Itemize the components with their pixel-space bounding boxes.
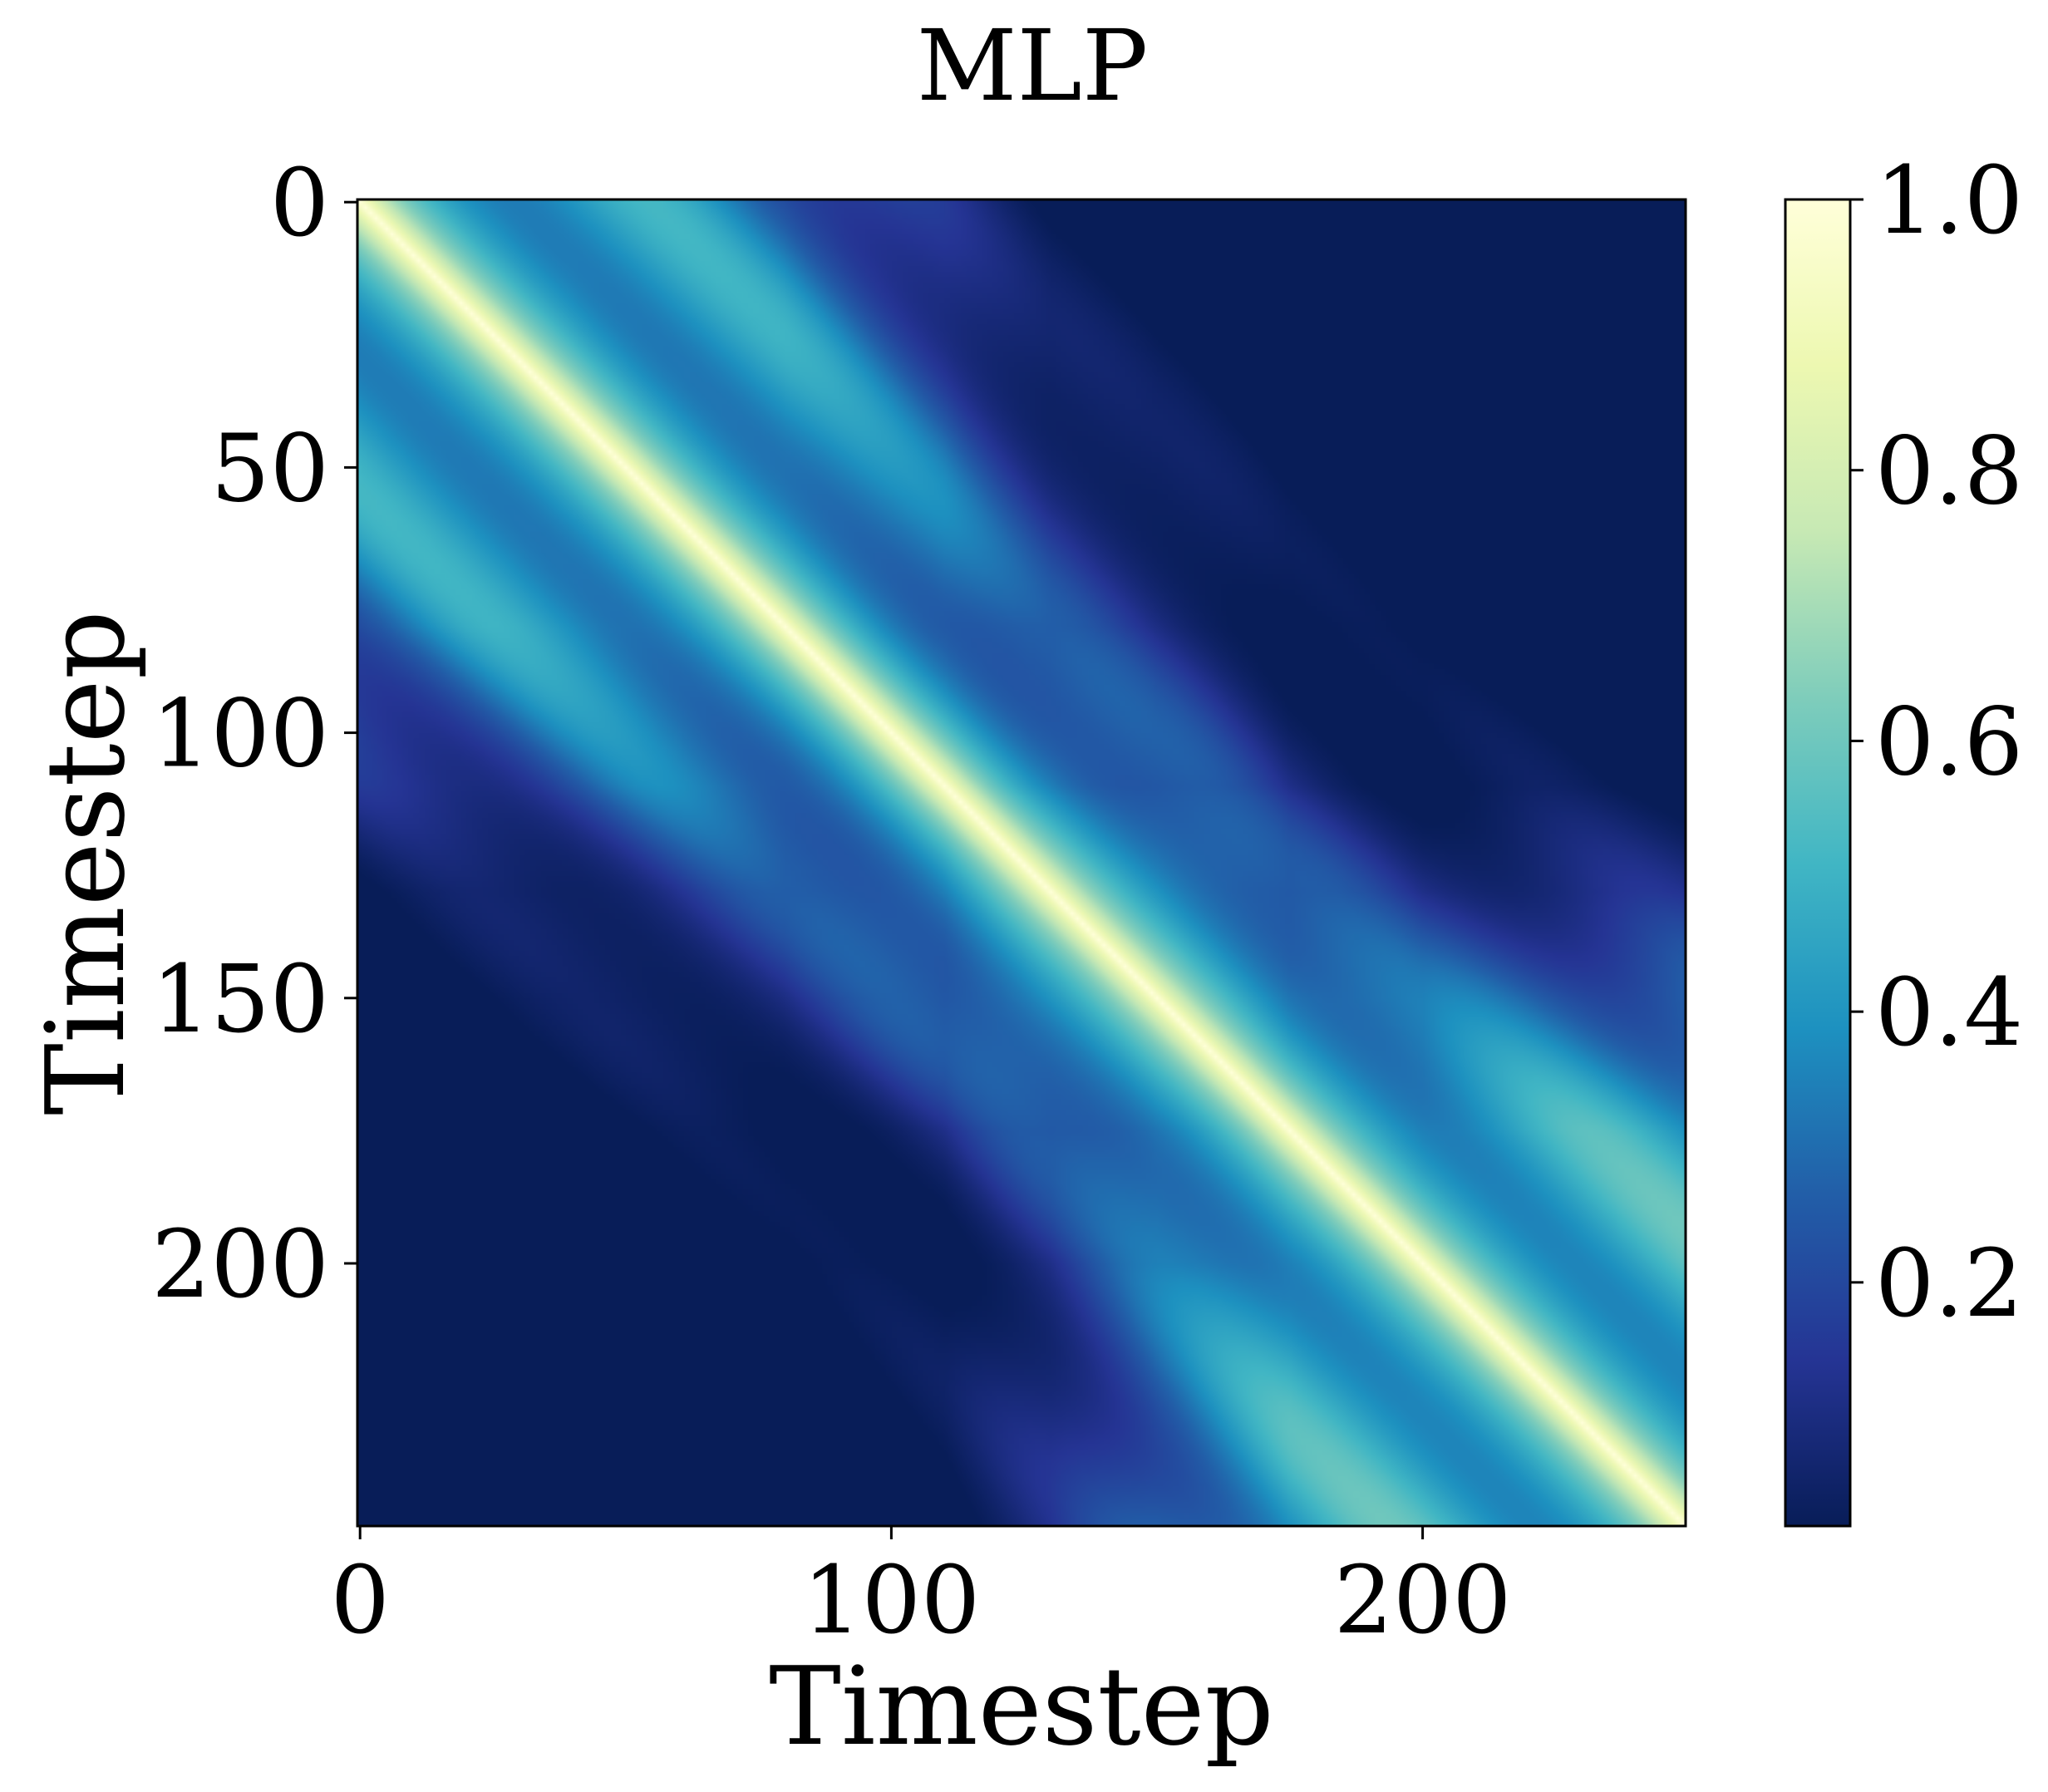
heatmap-cells (357, 199, 1686, 1526)
x-tick-label: 0 (331, 1547, 390, 1655)
chart-title: MLP (917, 8, 1149, 123)
x-tick-label: 200 (1334, 1547, 1512, 1655)
plot-frame (356, 198, 1687, 1528)
y-tick-label: 200 (151, 1211, 329, 1319)
colorbar-ticks: 0.2 0.4 0.6 0.8 1.0 (1850, 147, 2023, 1338)
colorbar-tick-label: 0.6 (1875, 688, 2023, 796)
y-tick-label: 0 (270, 150, 329, 258)
colorbar-tick-label: 0.2 (1875, 1230, 2023, 1338)
colorbar-tick-label: 0.4 (1875, 959, 2023, 1067)
y-axis-label: Timestep (22, 610, 149, 1115)
colorbar (1785, 199, 1850, 1526)
y-axis-ticks: 0 50 100 150 200 (151, 150, 357, 1319)
x-axis-ticks: 0 100 200 (331, 1526, 1512, 1655)
x-axis-label: Timestep (769, 1643, 1274, 1770)
x-tick-label: 100 (803, 1547, 981, 1655)
y-tick-label: 50 (210, 415, 329, 523)
y-tick-label: 150 (151, 946, 329, 1054)
y-tick-label: 100 (151, 681, 329, 789)
colorbar-frame (1784, 198, 1852, 1528)
colorbar-tick-label: 0.8 (1875, 418, 2023, 526)
colorbar-tick-label: 1.0 (1875, 147, 2023, 255)
